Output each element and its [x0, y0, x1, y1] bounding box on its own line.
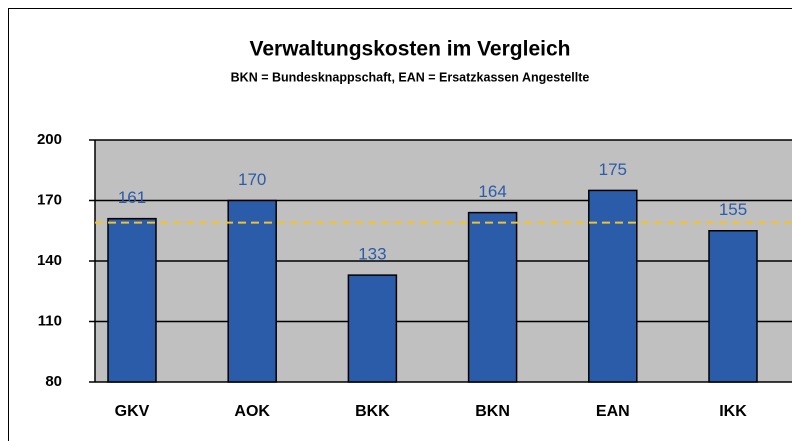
- y-tick-label: 110: [38, 312, 62, 329]
- value-label: 133: [358, 245, 386, 264]
- x-tick-label: BKN: [475, 403, 510, 420]
- y-tick-label: 200: [37, 131, 62, 148]
- bar: [227, 199, 277, 383]
- value-label: 155: [719, 200, 747, 219]
- x-tick-label: IKK: [719, 403, 747, 420]
- value-label: 164: [478, 182, 506, 201]
- bar: [347, 274, 398, 383]
- value-label: 170: [238, 170, 266, 189]
- x-tick-label: GKV: [115, 403, 150, 420]
- bar: [708, 230, 758, 383]
- y-tick-label: 80: [45, 373, 62, 390]
- y-tick-label: 140: [37, 252, 62, 269]
- bar: [107, 217, 157, 383]
- value-label: 161: [118, 188, 146, 207]
- bar: [467, 211, 518, 383]
- x-tick-label: BKK: [355, 403, 390, 420]
- bar: [588, 189, 638, 383]
- chart-subtitle: BKN = Bundesknappschaft, EAN = Ersatzkas…: [231, 70, 590, 84]
- value-label: 175: [599, 160, 627, 179]
- chart-title: Verwaltungskosten im Vergleich: [250, 38, 571, 61]
- x-tick-label: AOK: [234, 403, 270, 420]
- x-tick-label: EAN: [596, 403, 630, 420]
- y-tick-label: 170: [37, 191, 62, 208]
